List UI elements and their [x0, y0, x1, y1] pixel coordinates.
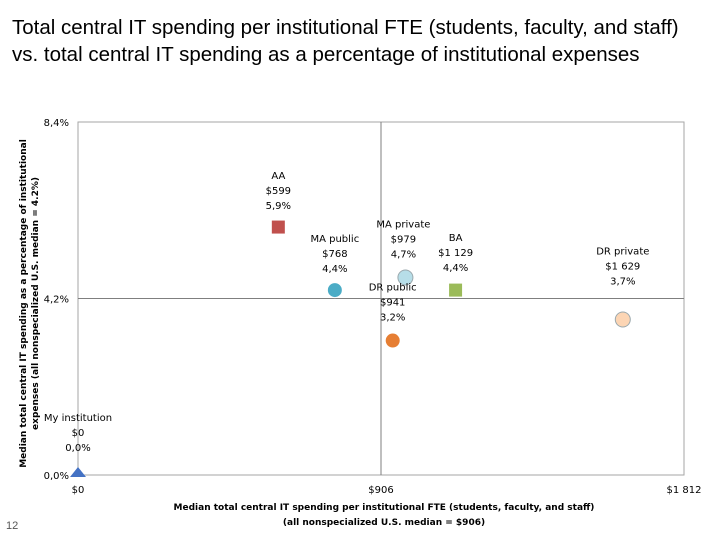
point-label-x: $941 [380, 298, 405, 309]
y-axis-label: Median total central IT spending as a pe… [19, 139, 29, 468]
x-tick-label: $1 812 [667, 485, 702, 496]
point-label-name: AA [271, 171, 285, 182]
y-tick-label: 0,0% [44, 471, 69, 482]
title-line-1: Total central IT spending per institutio… [12, 16, 679, 39]
point-ma-private [397, 269, 414, 286]
y-axis-label: expenses (all nonspecialized U.S. median… [31, 177, 41, 430]
point-my-institution [70, 467, 86, 477]
point-label-y: 0,0% [65, 443, 90, 454]
point-label-y: 4,4% [322, 264, 347, 275]
point-label-y: 3,2% [380, 313, 405, 324]
point-label-y: 4,7% [391, 249, 416, 260]
point-label-name: DR public [369, 283, 417, 294]
point-label-y: 5,9% [266, 201, 291, 212]
title-line-2: vs. total central IT spending as a perce… [12, 43, 640, 66]
point-label-name: DR private [596, 247, 649, 258]
point-label-x: $1 629 [605, 262, 640, 273]
slide-title: Total central IT spending per institutio… [12, 14, 712, 68]
point-ma-public [326, 282, 343, 299]
point-label-x: $0 [72, 428, 85, 439]
y-tick-label: 8,4% [44, 118, 69, 129]
point-label-x: $768 [322, 249, 347, 260]
y-tick-label: 4,2% [44, 295, 69, 306]
point-label-y: 3,7% [610, 277, 635, 288]
point-ba [448, 282, 464, 298]
point-label-x: $1 129 [438, 248, 473, 259]
x-axis-label: Median total central IT spending per ins… [174, 503, 595, 513]
point-label-name: MA private [376, 219, 430, 230]
x-axis-label: (all nonspecialized U.S. median = $906) [283, 518, 485, 528]
point-label-x: $599 [266, 186, 291, 197]
point-label-x: $979 [391, 234, 416, 245]
x-tick-label: $906 [368, 485, 393, 496]
point-dr-public [384, 332, 401, 349]
point-label-name: BA [449, 233, 463, 244]
x-tick-label: $0 [72, 485, 85, 496]
page-number: 12 [6, 520, 19, 532]
point-label-name: MA public [310, 234, 359, 245]
point-label-y: 4,4% [443, 263, 468, 274]
point-dr-private [614, 311, 631, 328]
point-aa [270, 219, 286, 235]
point-label-name: My institution [44, 413, 112, 424]
